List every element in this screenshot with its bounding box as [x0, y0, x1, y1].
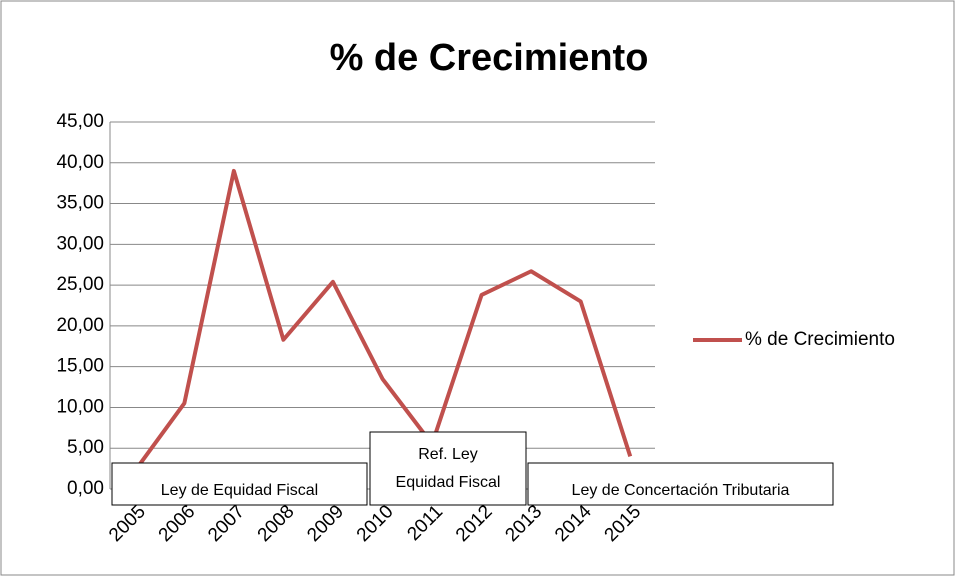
- annotation-text: Ref. Ley: [418, 446, 478, 463]
- annotation-box: [527, 462, 834, 506]
- chart-title: % de Crecimiento: [330, 37, 649, 79]
- annotation-text: Equidad Fiscal: [396, 474, 501, 491]
- annotation-box: [111, 462, 368, 506]
- series-line: [133, 168, 633, 473]
- y-tick-label: 15,00: [56, 356, 104, 377]
- annotation-text: Ley de Equidad Fiscal: [161, 482, 318, 499]
- legend-label: % de Crecimiento: [745, 329, 895, 350]
- y-tick-label: 40,00: [56, 152, 104, 173]
- y-tick-label: 45,00: [56, 111, 104, 132]
- y-tick-label: 25,00: [56, 274, 104, 295]
- y-tick-label: 20,00: [56, 315, 104, 336]
- y-tick-label: 5,00: [67, 437, 104, 458]
- y-tick-label: 35,00: [56, 193, 104, 214]
- annotation-box: [369, 431, 527, 506]
- y-tick-label: 30,00: [56, 233, 104, 254]
- annotation-text: Ley de Concertación Tributaria: [572, 482, 790, 499]
- y-tick-label: 0,00: [67, 478, 104, 499]
- y-tick-label: 10,00: [56, 396, 104, 417]
